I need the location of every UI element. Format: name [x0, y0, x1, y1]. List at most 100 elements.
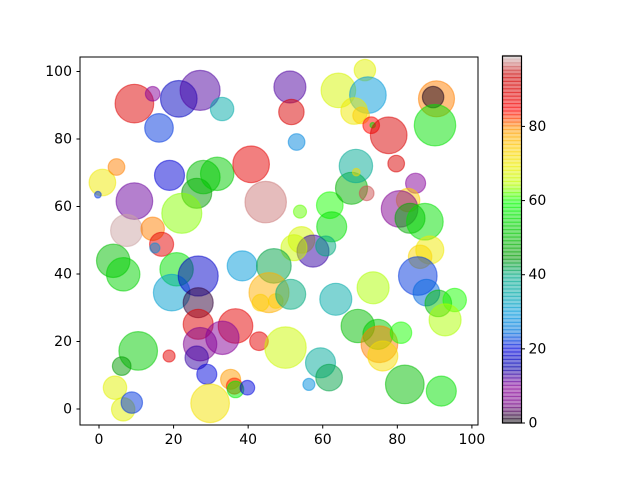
colorbar-segment — [502, 321, 522, 327]
bubble — [239, 379, 256, 396]
colorbar-tick-label: 20 — [529, 341, 547, 357]
colorbar-segment — [502, 355, 522, 360]
bubble — [115, 182, 154, 221]
colorbar-segment — [502, 410, 522, 416]
colorbar-segment — [502, 329, 522, 335]
bubble — [120, 391, 144, 414]
colorbar-segment — [502, 325, 522, 331]
colorbar-segment — [502, 336, 522, 342]
colorbar-tick-label: 60 — [529, 193, 547, 209]
bubble — [251, 293, 270, 312]
colorbar-segment — [502, 369, 522, 375]
bubble — [149, 242, 161, 254]
colorbar-segment — [502, 288, 522, 294]
colorbar-segment — [502, 247, 522, 253]
colorbar-segment — [502, 77, 522, 82]
x-tick-label: 40 — [239, 432, 257, 448]
bubble — [384, 364, 425, 405]
bubble — [315, 235, 337, 257]
colorbar-segment — [502, 173, 522, 179]
colorbar-segment — [502, 143, 522, 149]
x-tick-label: 20 — [165, 432, 183, 448]
colorbar-segment — [502, 195, 522, 201]
bubble — [356, 271, 390, 305]
colorbar-segment — [502, 277, 522, 283]
colorbar-segment — [502, 243, 522, 249]
colorbar-segment — [502, 217, 522, 223]
colorbar-segment — [502, 392, 522, 398]
colorbar-segment — [502, 395, 522, 401]
colorbar-segment — [502, 406, 522, 412]
bubble — [264, 326, 307, 369]
colorbar-segment — [502, 381, 522, 386]
colorbar-tick-label: 80 — [529, 119, 547, 135]
colorbar-segment — [502, 384, 522, 390]
colorbar-segment — [502, 373, 522, 379]
colorbar-segment — [502, 299, 522, 305]
colorbar-segment — [502, 318, 522, 323]
colorbar-segment — [502, 399, 522, 405]
colorbar-segment — [502, 229, 522, 234]
x-tick-label: 100 — [459, 432, 486, 448]
bubble — [413, 103, 457, 147]
colorbar-segment — [502, 121, 522, 127]
colorbar-segment — [502, 184, 522, 190]
colorbar-segment — [502, 99, 522, 105]
colorbar-segment — [502, 347, 522, 353]
colorbar-segment — [502, 95, 522, 101]
y-tick-label: 20 — [54, 334, 72, 350]
colorbar-segment — [502, 418, 522, 423]
y-tick-label: 80 — [54, 132, 72, 148]
colorbar-segment — [502, 188, 522, 194]
bubble — [88, 168, 117, 197]
axes-spines — [79, 56, 479, 426]
bubble — [93, 190, 102, 199]
bubble — [425, 375, 457, 407]
bubble — [244, 180, 288, 224]
colorbar-segment — [502, 154, 522, 160]
colorbar-segment — [502, 221, 522, 227]
colorbar-segment — [502, 310, 522, 316]
bubble — [292, 204, 308, 219]
bubble — [179, 69, 221, 112]
colorbar-segment — [502, 284, 522, 290]
colorbar-outline — [501, 55, 523, 424]
bubble — [102, 375, 128, 400]
colorbar-segment — [502, 332, 522, 338]
colorbar-segment — [502, 58, 522, 64]
bubble — [280, 234, 308, 262]
colorbar-tick-label: 40 — [529, 267, 547, 283]
y-tick-label: 40 — [54, 267, 72, 283]
bubble — [162, 349, 176, 363]
colorbar-segment — [502, 303, 522, 309]
colorbar-segment — [502, 214, 522, 220]
colorbar-segment — [502, 132, 522, 138]
bubble — [161, 192, 203, 234]
colorbar-segment — [502, 102, 522, 108]
colorbar-segment — [502, 114, 522, 120]
colorbar-segment — [502, 225, 522, 231]
colorbar-segment — [502, 292, 522, 297]
bubble — [273, 70, 307, 104]
y-tick-label: 60 — [54, 199, 72, 215]
bubble — [144, 85, 161, 102]
bubble — [199, 156, 235, 192]
colorbar-segment — [502, 180, 522, 186]
colorbar-segment — [502, 151, 522, 157]
colorbar-segment — [502, 403, 522, 409]
colorbar-segment — [502, 191, 522, 197]
bubble — [190, 383, 231, 424]
colorbar-segment — [502, 295, 522, 301]
colorbar-segment — [502, 388, 522, 394]
bubble — [209, 96, 235, 122]
colorbar-segment — [502, 65, 522, 71]
x-tick-label: 0 — [95, 432, 104, 448]
colorbar-segment — [502, 273, 522, 279]
bubble — [428, 303, 462, 337]
colorbar-segment — [502, 136, 522, 142]
colorbar-segment — [502, 232, 522, 238]
colorbar-segment — [502, 254, 522, 260]
bubble — [232, 145, 271, 184]
bubble — [275, 278, 307, 310]
